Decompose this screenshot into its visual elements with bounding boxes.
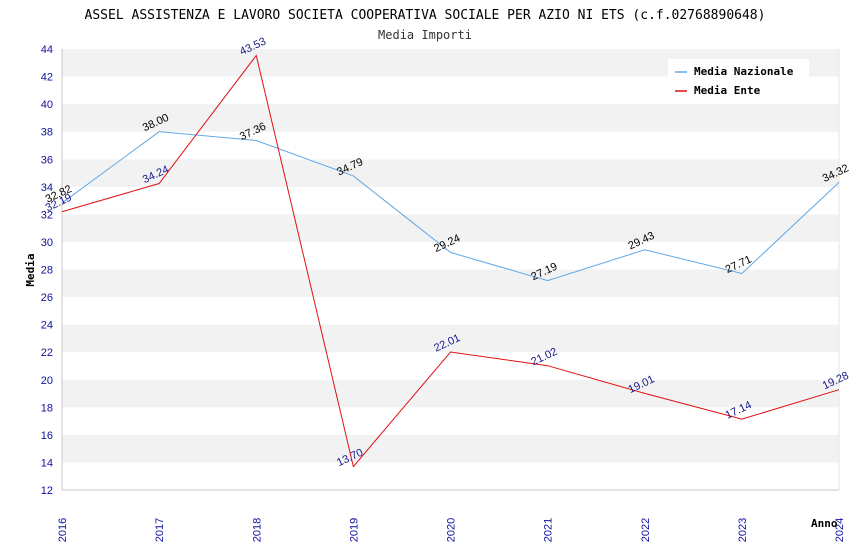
x-tick-label: 2023 <box>737 518 749 542</box>
x-tick-label: 2022 <box>640 518 652 542</box>
x-axis-label: Anno <box>811 517 838 530</box>
grid-band <box>62 379 839 408</box>
y-tick-label: 22 <box>41 347 53 359</box>
legend-box <box>668 59 809 101</box>
grid-bands <box>62 49 839 490</box>
y-tick-label: 34 <box>41 182 53 194</box>
x-tick-label: 2018 <box>251 518 263 542</box>
y-axis-label: Media <box>24 253 37 286</box>
x-tick-label: 2020 <box>446 518 458 542</box>
y-tick-label: 16 <box>41 430 53 442</box>
x-tick-label: 2019 <box>348 518 360 542</box>
grid-band <box>62 324 839 353</box>
y-tick-label: 36 <box>41 154 53 166</box>
grid-band <box>62 352 839 380</box>
y-tick-label: 38 <box>41 127 53 139</box>
chart-subtitle: Media Importi <box>378 28 472 42</box>
x-tick-label: 2016 <box>57 518 69 542</box>
grid-band <box>62 407 839 435</box>
grid-band <box>62 159 839 187</box>
grid-band <box>62 214 839 242</box>
y-tick-label: 30 <box>41 237 53 249</box>
y-tick-label: 20 <box>41 375 53 387</box>
y-tick-label: 26 <box>41 292 53 304</box>
y-tick-label: 32 <box>41 209 53 221</box>
axes <box>61 49 840 491</box>
series-line-ente <box>61 54 840 468</box>
x-tick-label: 2017 <box>154 518 166 542</box>
y-tick-labels: 12 14 16 18 20 22 24 26 28 30 32 34 36 38 40 42 44 <box>41 44 53 497</box>
grid-band <box>62 297 839 325</box>
grid-band <box>62 241 839 270</box>
legend: Media Nazionale Media Ente <box>668 59 809 101</box>
chart-title: ASSEL ASSISTENZA E LAVORO SOCIETA COOPER… <box>85 8 766 23</box>
legend-label-ente: Media Ente <box>694 84 761 97</box>
series-line-nazionale <box>61 131 840 282</box>
x-tick-label: 2021 <box>543 518 555 542</box>
y-tick-label: 28 <box>41 265 53 277</box>
y-tick-label: 44 <box>41 44 53 56</box>
y-tick-label: 12 <box>41 485 53 497</box>
y-tick-label: 14 <box>41 457 53 469</box>
series-lines <box>61 54 840 468</box>
y-tick-label: 24 <box>41 320 53 332</box>
grid-band <box>62 434 839 463</box>
x-tick-label: 2024 <box>834 518 846 542</box>
y-tick-label: 42 <box>41 72 53 84</box>
grid-band <box>62 462 839 490</box>
y-tick-label: 40 <box>41 99 53 111</box>
x-tick-labels: 2016 2017 2018 2019 2020 2021 2022 2023 2024 <box>57 518 846 542</box>
y-tick-label: 18 <box>41 402 53 414</box>
grid-band <box>62 186 839 215</box>
grid-band <box>62 131 839 160</box>
legend-label-nazionale: Media Nazionale <box>694 65 794 78</box>
grid-band <box>62 104 839 132</box>
grid-band <box>62 269 839 298</box>
